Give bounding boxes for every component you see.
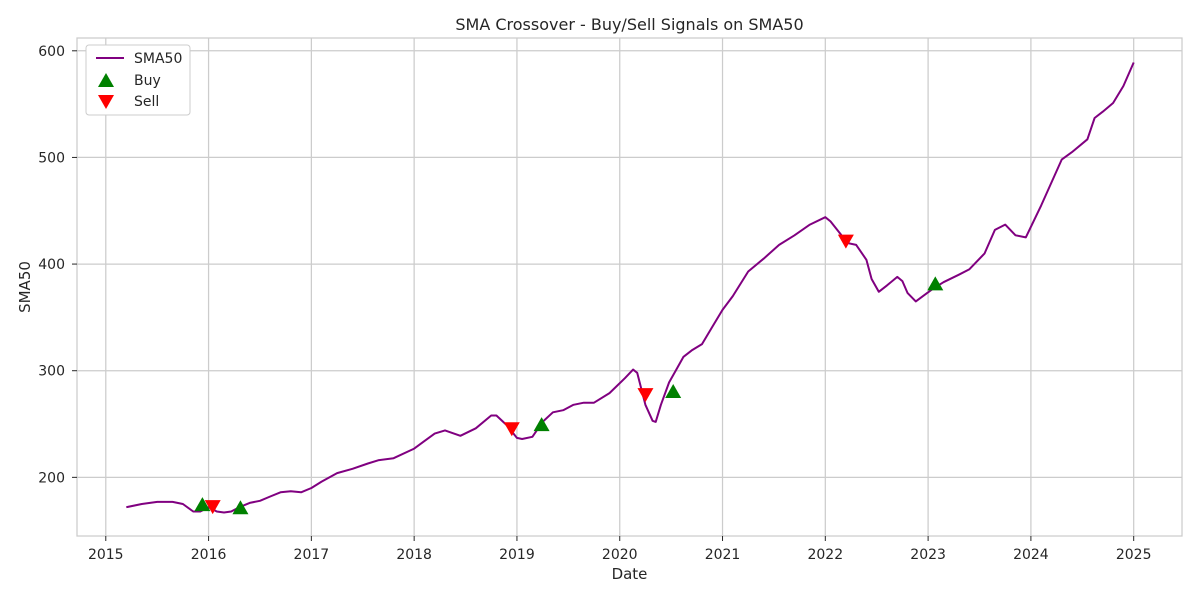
legend-label-sma50: SMA50 — [134, 51, 182, 67]
y-tick-label: 400 — [38, 257, 65, 273]
y-axis-label: SMA50 — [16, 261, 34, 313]
x-tick-label: 2019 — [499, 547, 535, 563]
x-tick-label: 2024 — [1013, 547, 1049, 563]
y-tick-label: 200 — [38, 470, 65, 486]
series-line-sma50 — [126, 62, 1135, 514]
x-tick-label: 2016 — [191, 547, 227, 563]
x-axis-label: Date — [612, 565, 648, 583]
chart-title: SMA Crossover - Buy/Sell Signals on SMA5… — [455, 15, 803, 34]
x-tick-label: 2017 — [294, 547, 330, 563]
buy-marker — [194, 497, 211, 512]
x-tick-label: 2025 — [1116, 547, 1152, 563]
legend-buy-marker — [98, 73, 114, 87]
legend: SMA50 Buy Sell — [85, 44, 191, 116]
y-tick-label: 600 — [38, 44, 65, 60]
sell-marker — [204, 500, 221, 515]
y-tick-label: 300 — [38, 364, 65, 380]
sell-marker — [503, 422, 520, 437]
marker-layer — [194, 234, 944, 515]
buy-marker — [232, 500, 249, 515]
legend-label-buy: Buy — [134, 73, 161, 89]
tick-labels: 2015 2016 2017 2018 2019 2020 2021 2022 2023 2024… — [38, 44, 1151, 563]
sell-marker — [637, 388, 654, 403]
x-tick-label: 2021 — [705, 547, 741, 563]
buy-marker — [665, 384, 682, 399]
x-tick-label: 2020 — [602, 547, 638, 563]
series-layer — [126, 62, 1135, 514]
grid — [77, 38, 1182, 536]
x-tick-label: 2022 — [807, 547, 843, 563]
legend-label-sell: Sell — [134, 94, 159, 110]
x-tick-label: 2018 — [396, 547, 432, 563]
y-tick-label: 500 — [38, 150, 65, 166]
buy-marker — [927, 276, 944, 291]
plot-background — [77, 38, 1182, 536]
sell-marker — [837, 234, 854, 249]
plot-frame — [76, 37, 1183, 537]
x-tick-label: 2015 — [88, 547, 124, 563]
buy-marker — [533, 417, 550, 432]
legend-sell-marker — [98, 95, 114, 109]
x-tick-label: 2023 — [910, 547, 946, 563]
